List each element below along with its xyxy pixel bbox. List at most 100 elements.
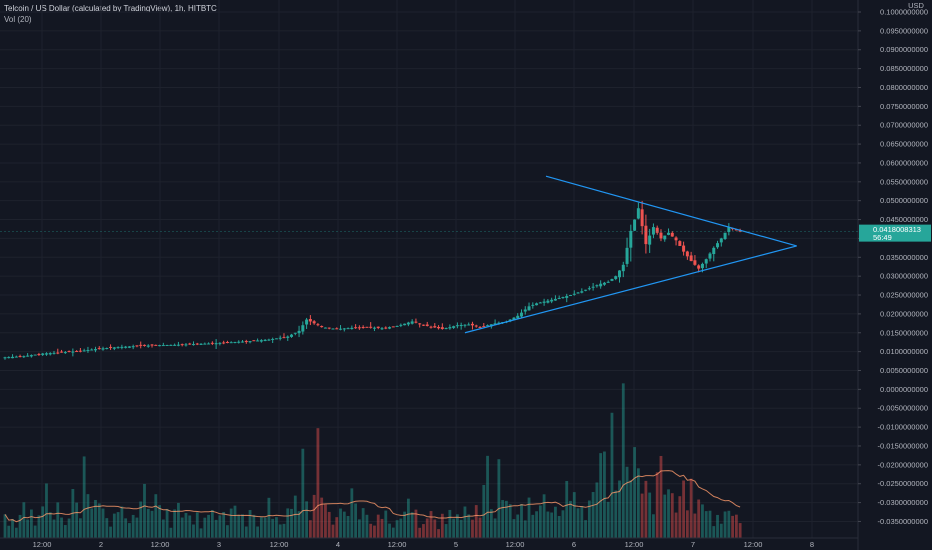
candle-body: [561, 297, 565, 299]
volume-bar: [60, 517, 63, 538]
price-tick-label: 0.0550000000: [880, 177, 928, 186]
candle-body: [282, 337, 286, 339]
volume-bar: [463, 506, 467, 538]
candle-body: [459, 324, 463, 327]
candle-body: [689, 255, 693, 262]
volume-bar: [471, 519, 474, 538]
volume-bar: [226, 525, 229, 538]
price-tick-label: 0.0950000000: [880, 26, 928, 35]
volume-bar: [11, 519, 14, 538]
volume-bar: [418, 527, 422, 538]
candle-body: [346, 328, 350, 330]
volume-bar: [636, 468, 640, 538]
price-tick-label: -0.0350000000: [878, 517, 928, 526]
candle-body: [142, 344, 146, 346]
volume-bar: [478, 517, 482, 538]
volume-bar: [448, 509, 452, 538]
candle-body: [708, 253, 712, 259]
candle-body: [482, 326, 486, 328]
candle-body: [497, 322, 501, 324]
volume-bar: [440, 513, 444, 538]
candle-body: [274, 338, 278, 340]
candle-body: [682, 245, 686, 252]
candle-body: [316, 324, 320, 326]
candle-body: [82, 350, 86, 352]
volume-bars: [3, 383, 742, 538]
candle-body: [199, 343, 203, 345]
volume-bar: [259, 517, 263, 538]
candle-body: [339, 328, 343, 330]
candle-body: [425, 324, 429, 326]
candle-body: [674, 237, 678, 241]
candle-body: [116, 347, 120, 349]
candle-body: [474, 325, 478, 327]
volume-bar: [327, 511, 331, 538]
candle-body: [727, 227, 731, 233]
volume-bar: [365, 514, 369, 538]
price-axis-unit-label: USD: [908, 1, 924, 10]
triangle-trendline: [545, 175, 797, 247]
candle-body: [542, 301, 546, 303]
volume-bar: [308, 520, 312, 538]
volume-bar: [357, 519, 361, 538]
volume-bar: [535, 511, 538, 538]
volume-bar: [667, 489, 670, 538]
volume-bar: [459, 519, 463, 538]
volume-bar: [97, 503, 101, 538]
candle-body: [225, 341, 229, 343]
volume-bar: [493, 518, 497, 538]
candle-body: [519, 312, 523, 317]
volume-bar: [452, 518, 456, 538]
candle-body: [63, 352, 67, 354]
candle-body: [109, 346, 113, 348]
candle-body: [161, 345, 165, 347]
candle-body: [323, 327, 327, 329]
volume-bar: [444, 524, 448, 538]
volume-bar: [173, 509, 177, 538]
candle-body: [101, 348, 105, 350]
candle-body: [22, 356, 26, 358]
candle-body: [655, 227, 659, 233]
candle-body: [33, 354, 37, 356]
candle-body: [410, 321, 414, 324]
candle-body: [440, 327, 444, 329]
volume-bar: [727, 510, 731, 538]
candle-body: [406, 322, 410, 325]
volume-bar: [177, 502, 180, 538]
time-tick-label: 7: [691, 540, 695, 549]
candle-body: [26, 355, 30, 357]
volume-bar: [199, 528, 203, 538]
candle-body: [516, 315, 520, 319]
candle-body: [685, 251, 689, 257]
volume-bar: [161, 519, 165, 538]
volume-bar: [63, 525, 67, 538]
volume-bar: [67, 518, 71, 538]
candle-body: [625, 247, 629, 264]
candle-body: [723, 232, 727, 240]
time-axis[interactable]: 12:00 2 12:00 3 12:00 4 12:00 5 12:00 6 12:00 7 12:0…: [0, 537, 858, 549]
time-tick-label: 12:00: [270, 540, 289, 549]
candle-body: [207, 343, 211, 345]
volume-bar: [169, 527, 173, 538]
volume-bar: [682, 480, 685, 538]
candle-body: [131, 346, 135, 348]
candle-body: [636, 208, 640, 219]
volume-bar: [659, 455, 663, 538]
candle-body: [350, 327, 354, 329]
volume-bar: [403, 511, 407, 538]
candle-body: [78, 350, 82, 352]
candle-body: [614, 276, 618, 279]
volume-bar: [135, 517, 139, 538]
trendlines: [464, 175, 797, 334]
candle-body: [629, 230, 633, 248]
candle-body: [192, 344, 195, 346]
candle-body: [301, 325, 305, 332]
volume-bar: [218, 515, 222, 538]
volume-bar: [719, 523, 723, 538]
volume-bar: [192, 524, 195, 538]
volume-bar: [648, 492, 652, 538]
candle-body: [376, 326, 380, 328]
price-tick-label: 0.0700000000: [880, 121, 928, 130]
